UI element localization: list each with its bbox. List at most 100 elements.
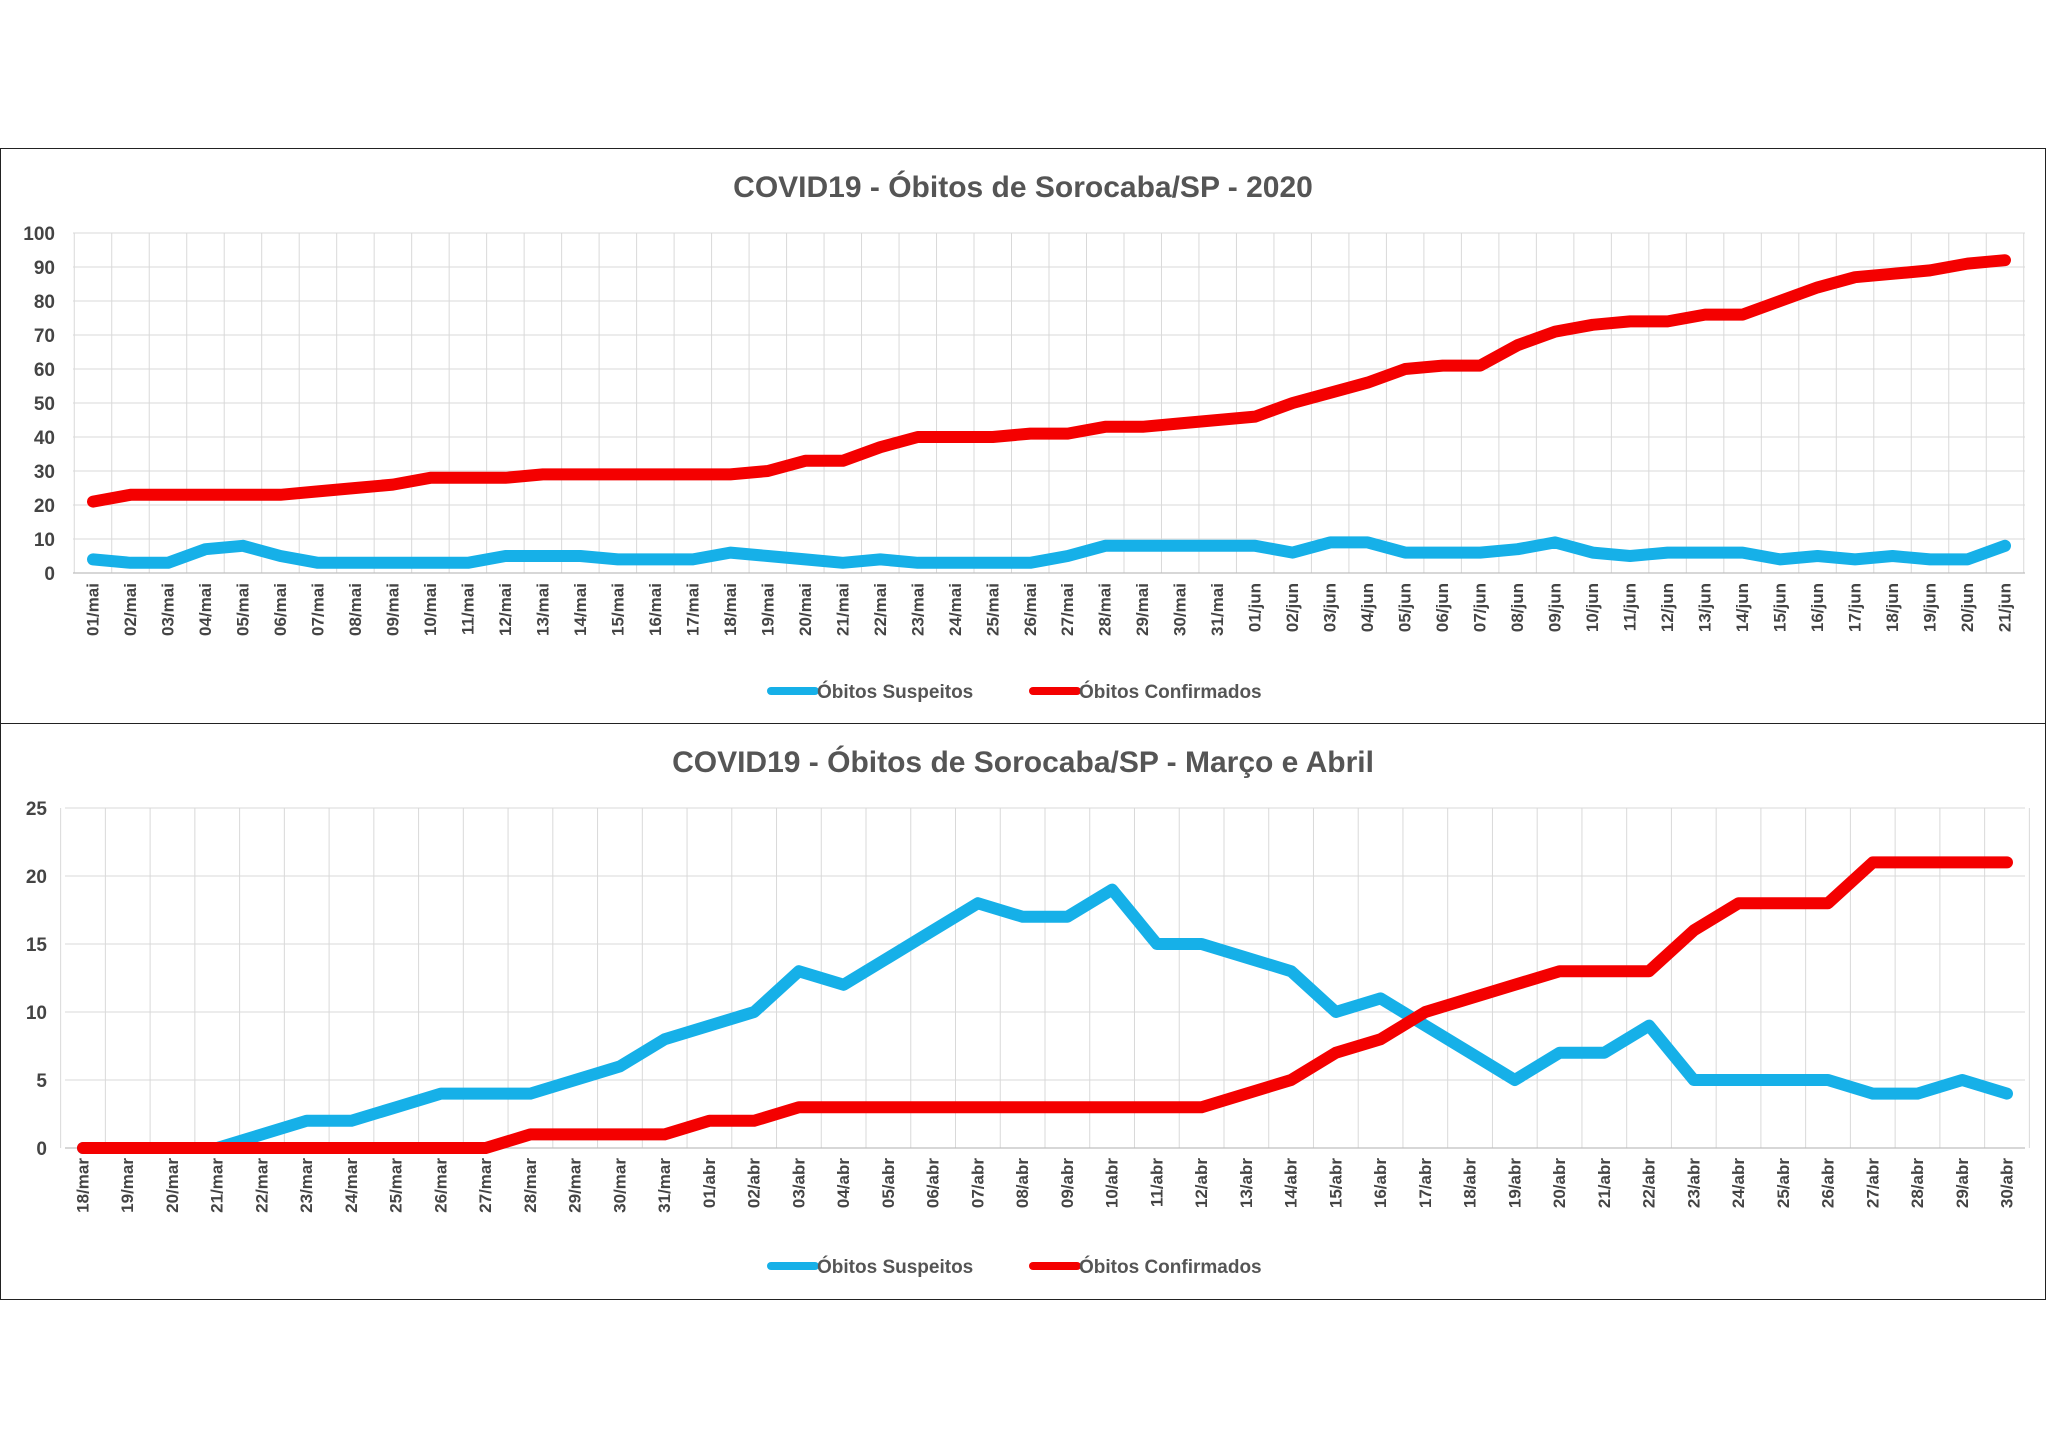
x-tick-label: 02/jun [1283,583,1302,632]
x-tick-label: 11/abr [1147,1158,1166,1208]
x-tick-label: 25/mar [387,1158,406,1213]
series-line-suspeitos [77,883,2013,1154]
series-line-confirmados [87,254,2011,508]
x-tick-label: 21/abr [1595,1158,1614,1208]
x-tick-label: 02/mai [121,583,140,636]
x-tick-label: 21/jun [1996,583,2015,632]
x-tick-label: 05/abr [879,1158,898,1208]
x-tick-label: 29/mai [1133,583,1152,636]
x-tick-label: 14/abr [1282,1158,1301,1208]
series-line-suspeitos [87,536,2011,569]
x-tick-label: 17/abr [1416,1158,1435,1208]
x-tick-label: 21/mai [833,583,852,636]
chart-title: COVID19 - Óbitos de Sorocaba/SP - 2020 [733,170,1313,204]
x-tick-label: 07/mai [308,583,327,636]
x-tick-label: 16/abr [1371,1158,1390,1208]
x-tick-label: 12/mai [496,583,515,636]
x-tick-label: 26/mai [1021,583,1040,636]
chart-marco-abril: COVID19 - Óbitos de Sorocaba/SP - Março … [26,745,2030,1278]
x-tick-label: 17/mai [683,583,702,636]
x-tick-label: 26/abr [1819,1158,1838,1208]
x-tick-label: 27/mar [476,1158,495,1213]
x-tick-label: 22/mai [871,583,890,636]
x-tick-label: 15/mai [608,583,627,636]
x-tick-label: 28/mai [1096,583,1115,636]
x-tick-label: 27/mai [1058,583,1077,636]
y-tick-label: 20 [34,496,55,517]
y-tick-label: 30 [34,462,55,483]
y-tick-label: 20 [26,867,47,888]
y-tick-label: 50 [34,394,55,415]
y-tick-label: 70 [34,326,55,347]
x-tick-label: 10/abr [1103,1158,1122,1208]
x-tick-label: 02/abr [745,1158,764,1208]
x-tick-label: 12/jun [1658,583,1677,632]
x-tick-label: 08/jun [1508,583,1527,632]
y-tick-label: 40 [34,428,55,449]
x-tick-label: 10/jun [1583,583,1602,632]
y-tick-label: 80 [34,292,55,313]
x-tick-label: 29/abr [1953,1158,1972,1208]
x-tick-label: 24/abr [1729,1158,1748,1208]
x-tick-label: 23/mar [297,1158,316,1213]
x-tick-label: 31/mai [1208,583,1227,636]
chart-title: COVID19 - Óbitos de Sorocaba/SP - Março … [672,745,1374,779]
x-tick-label: 24/mar [342,1158,361,1213]
x-tick-label: 08/mai [346,583,365,636]
x-tick-label: 27/abr [1863,1158,1882,1208]
x-tick-label: 05/mai [233,583,252,636]
x-tick-label: 24/mai [946,583,965,636]
x-tick-label: 12/abr [1192,1158,1211,1208]
x-tick-label: 29/mar [566,1158,585,1213]
x-tick-label: 07/jun [1471,583,1490,632]
x-tick-label: 04/mai [196,583,215,636]
y-tick-label: 0 [36,1139,47,1160]
x-tick-label: 11/mai [458,583,477,635]
x-tick-label: 20/mar [163,1158,182,1213]
y-tick-label: 5 [36,1071,47,1092]
x-tick-label: 13/mai [533,583,552,636]
x-tick-label: 15/abr [1326,1158,1345,1208]
x-tick-label: 30/abr [1998,1158,2017,1208]
x-tick-label: 04/jun [1358,583,1377,632]
x-tick-label: 23/mai [908,583,927,636]
y-tick-label: 0 [44,564,55,585]
x-tick-label: 17/jun [1846,583,1865,632]
x-tick-label: 15/jun [1771,583,1790,632]
x-tick-label: 28/abr [1908,1158,1927,1208]
x-tick-label: 03/mai [158,583,177,636]
chart-panel-marco-abril: COVID19 - Óbitos de Sorocaba/SP - Março … [0,724,2046,1300]
x-tick-label: 11/jun [1621,583,1640,631]
x-tick-label: 19/mar [118,1158,137,1213]
x-tick-label: 09/mai [383,583,402,636]
x-tick-label: 22/mar [252,1158,271,1213]
x-tick-label: 01/jun [1246,583,1265,632]
x-tick-label: 25/mai [983,583,1002,636]
y-tick-label: 60 [34,360,55,381]
legend-label-confirmados: Óbitos Confirmados [1079,1256,1262,1278]
x-tick-label: 03/abr [789,1158,808,1208]
x-tick-label: 08/abr [1013,1158,1032,1208]
legend-label-suspeitos: Óbitos Suspeitos [817,1256,973,1278]
series-line-confirmados [77,856,2013,1154]
y-tick-label: 25 [26,799,48,820]
x-tick-label: 16/jun [1808,583,1827,632]
x-tick-label: 22/abr [1640,1158,1659,1208]
x-tick-label: 25/abr [1774,1158,1793,1208]
x-tick-label: 19/abr [1505,1158,1524,1208]
legend-label-confirmados: Óbitos Confirmados [1079,681,1262,703]
y-tick-label: 15 [26,935,48,956]
x-tick-label: 20/abr [1550,1158,1569,1208]
x-tick-label: 19/jun [1921,583,1940,632]
x-tick-label: 20/mai [796,583,815,636]
y-tick-label: 100 [23,224,55,245]
x-tick-label: 13/abr [1237,1158,1256,1208]
x-tick-label: 03/jun [1321,583,1340,632]
y-tick-label: 10 [34,530,55,551]
x-tick-label: 18/abr [1461,1158,1480,1208]
x-tick-label: 06/jun [1433,583,1452,632]
chart-panel-maio-junho: COVID19 - Óbitos de Sorocaba/SP - 2020 0 1… [0,148,2046,724]
x-tick-label: 04/abr [834,1158,853,1208]
chart-2020: COVID19 - Óbitos de Sorocaba/SP - 202001… [23,170,2025,703]
x-tick-label: 14/mai [571,583,590,636]
